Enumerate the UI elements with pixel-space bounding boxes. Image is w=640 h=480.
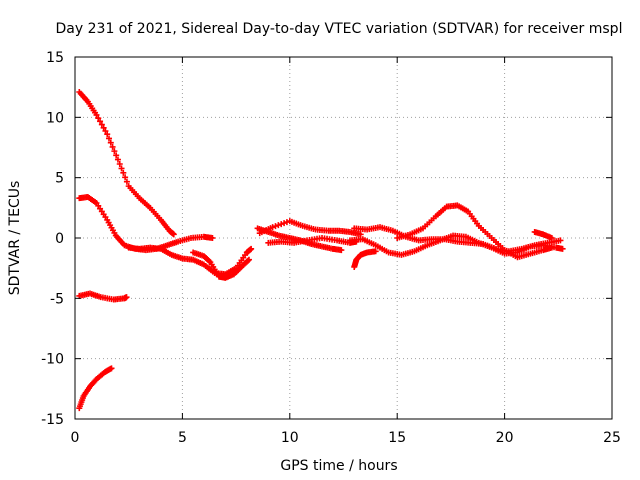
data-point	[111, 148, 118, 155]
data-point	[269, 224, 276, 231]
data-point	[123, 178, 130, 185]
series-track-m	[351, 248, 379, 270]
data-point	[120, 169, 127, 176]
data-point	[122, 174, 129, 181]
data-point	[281, 220, 288, 227]
data-point	[123, 294, 130, 301]
y-tick-label: -5	[50, 291, 64, 307]
y-tick-label: 10	[46, 110, 64, 126]
y-tick-label: -15	[41, 412, 64, 428]
data-point	[116, 160, 123, 167]
data-point	[93, 111, 100, 118]
data-point	[248, 245, 255, 252]
data-point	[275, 222, 282, 229]
data-point	[108, 365, 115, 372]
data-point	[107, 139, 114, 146]
series-track-n	[531, 228, 555, 241]
x-tick-label: 5	[178, 430, 187, 446]
data-point	[106, 135, 113, 142]
data-point	[114, 156, 121, 163]
x-axis-label: GPS time / hours	[280, 458, 397, 474]
data-point	[351, 263, 358, 270]
data-point	[104, 131, 111, 138]
data-point	[559, 245, 566, 252]
data-point	[98, 121, 105, 128]
data-point	[278, 221, 285, 228]
series-track-e	[76, 290, 130, 303]
series-track-k	[346, 232, 566, 258]
axis-ticks: 0 5 10 15 20 25 -15 -10 -5 0 5 10 15	[41, 50, 621, 446]
series-track-a	[76, 88, 177, 238]
x-tick-label: 15	[388, 430, 406, 446]
data-point	[357, 231, 364, 238]
data-point	[170, 231, 177, 238]
x-tick-label: 0	[71, 430, 80, 446]
data-point	[209, 235, 216, 241]
data-points	[76, 88, 566, 412]
series-track-h	[256, 218, 364, 238]
data-point	[109, 143, 116, 150]
data-point	[244, 257, 251, 264]
y-tick-label: -10	[41, 352, 64, 368]
data-point	[338, 247, 345, 254]
series-track-f	[76, 365, 115, 412]
data-point	[557, 237, 564, 244]
y-tick-label: 0	[55, 231, 64, 247]
data-point	[245, 256, 252, 263]
data-point	[118, 165, 125, 172]
data-point	[548, 235, 555, 241]
data-point	[206, 258, 213, 265]
series-track-d	[190, 249, 252, 281]
x-tick-label: 20	[496, 430, 514, 446]
data-point	[100, 124, 107, 131]
data-point	[283, 219, 290, 226]
data-point	[548, 244, 555, 251]
y-tick-label: 15	[46, 50, 64, 66]
data-point	[102, 128, 109, 135]
y-axis-label: SDTVAR / TECUs	[7, 181, 23, 296]
data-point	[272, 223, 279, 230]
y-tick-label: 5	[55, 171, 64, 187]
x-tick-label: 10	[281, 430, 299, 446]
series-track-l	[394, 202, 555, 261]
data-point	[95, 115, 102, 122]
chart-title: Day 231 of 2021, Sidereal Day-to-day VTE…	[56, 21, 623, 37]
data-point	[97, 118, 104, 125]
x-tick-label: 25	[603, 430, 621, 446]
data-point	[113, 152, 120, 159]
